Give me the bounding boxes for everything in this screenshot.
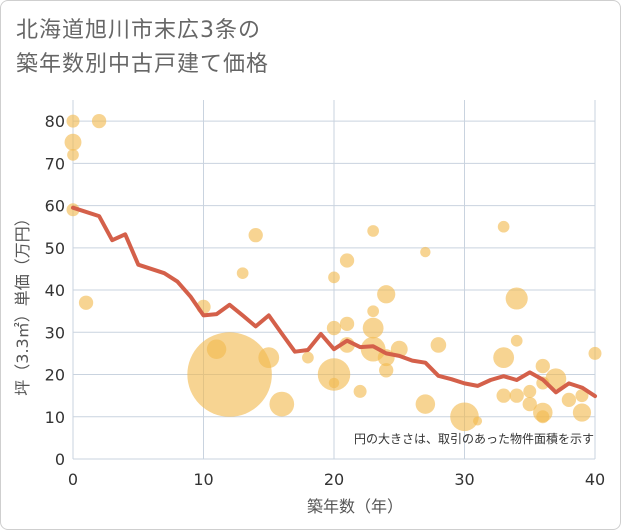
data-bubble [497,220,510,233]
x-tick-label: 20 [324,470,344,489]
bubble-series [64,113,602,432]
data-bubble [430,337,447,353]
data-bubble [328,377,340,389]
data-bubble [258,347,280,369]
data-bubble [339,253,355,268]
data-bubble [236,267,249,280]
y-tick-label: 40 [45,281,65,300]
data-bubble [377,285,396,304]
y-tick-label: 0 [55,450,65,469]
x-axis-label: 築年数（年） [307,497,403,516]
x-tick-label: 0 [68,470,78,489]
trend-line [71,205,597,399]
data-bubble [339,316,355,331]
axis-ticks: 0 10 20 30 40 0 10 20 30 40 50 60 70 80 [45,112,606,489]
data-bubble [362,317,384,339]
data-bubble [367,305,379,318]
data-bubble [522,396,537,412]
data-bubble [536,410,550,424]
y-tick-label: 60 [45,197,65,216]
data-bubble [572,403,592,422]
data-bubble [91,113,107,129]
data-bubble [66,114,80,128]
data-bubble [326,320,342,336]
data-bubble [545,368,567,390]
y-tick-label: 10 [45,408,65,427]
trend-series [71,205,597,399]
data-bubble [509,388,524,403]
x-tick-label: 40 [585,470,605,489]
data-bubble [67,149,79,161]
data-bubble [66,203,80,217]
y-tick-label: 80 [45,112,65,131]
data-bubble [588,346,602,360]
data-bubble [505,287,528,310]
y-tick-label: 50 [45,239,65,258]
data-bubble [420,246,431,258]
data-bubble [302,351,314,364]
data-bubble [523,384,537,398]
data-bubble [353,384,367,398]
data-bubble [269,391,295,417]
data-bubble [510,334,523,347]
data-bubble [317,358,351,391]
x-tick-label: 10 [193,470,213,489]
page-title: 北海道旭川市末広3条の 築年数別中古戸建て価格 [16,18,270,77]
x-tick-label: 30 [454,470,474,489]
data-bubble [535,358,550,374]
data-bubble [64,133,82,151]
size-note: 円の大きさは、取引のあった物件面積を示す [354,431,594,446]
data-bubble [473,416,483,426]
data-bubble [561,392,577,408]
data-bubble [496,388,511,403]
data-bubble [575,389,589,403]
y-tick-label: 20 [45,366,65,385]
data-bubble [450,402,479,432]
data-bubble [379,363,394,378]
data-bubble [187,332,272,417]
data-bubble [415,394,436,414]
data-bubble [78,295,94,310]
grid-lines [72,100,596,460]
data-bubble [248,228,263,243]
data-bubble [367,225,379,237]
data-bubble [493,347,515,369]
y-tick-label: 30 [45,323,65,342]
data-bubble [328,271,340,284]
y-tick-label: 70 [45,154,65,173]
y-axis-label: 坪（3.3㎡）単価（万円） [13,210,32,395]
